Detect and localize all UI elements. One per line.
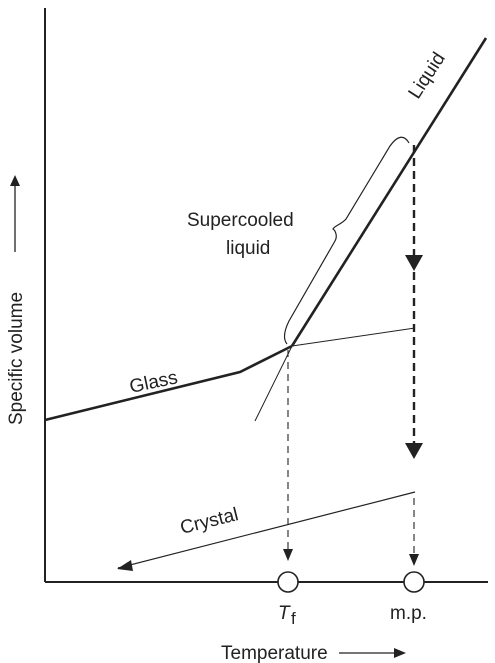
- liquid-extrapolation: [254, 345, 293, 422]
- liquid-label: Liquid: [405, 49, 450, 103]
- mp-arrowhead-upper: [405, 255, 423, 271]
- tf-drop-arrowhead: [283, 549, 293, 561]
- y-axis-arrowhead: [10, 175, 20, 186]
- supercooled-brace: [283, 136, 410, 345]
- mp-marker: [403, 571, 425, 593]
- glass-extrapolation: [291, 327, 416, 347]
- x-axis-arrowhead: [394, 648, 406, 658]
- mp-drop-arrowhead: [409, 554, 419, 566]
- supercooled-label-line2: liquid: [226, 238, 270, 259]
- tf-label-subscript: f: [291, 609, 296, 628]
- crystal-arrowhead: [117, 560, 133, 571]
- crystal-curve: [117, 491, 416, 569]
- liquid-curve: [290, 37, 488, 347]
- supercooled-label-line1: Supercooled: [187, 210, 294, 231]
- x-axis-label: Temperature: [221, 643, 328, 663]
- tf-marker: [277, 571, 299, 593]
- mp-label: m.p.: [390, 603, 427, 624]
- glass-label: Glass: [128, 367, 180, 398]
- tf-label: T: [278, 603, 291, 624]
- y-axis-label: Specific volume: [6, 292, 27, 425]
- crystal-label: Crystal: [178, 504, 240, 539]
- glass-curve: [44, 344, 293, 422]
- mp-arrowhead-lower: [405, 443, 423, 459]
